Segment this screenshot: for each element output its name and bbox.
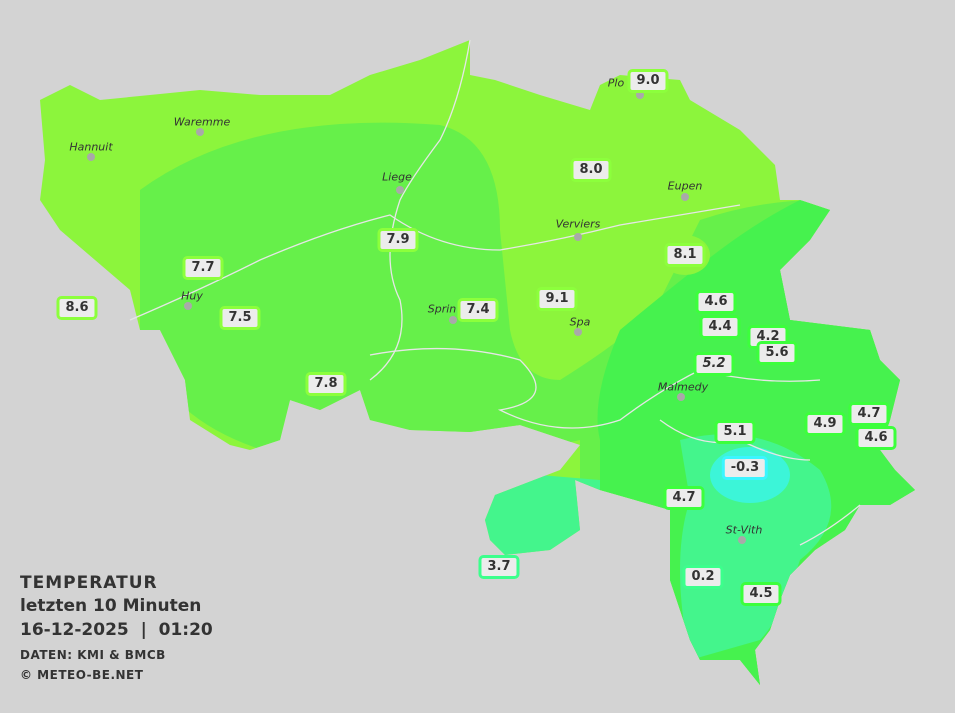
rivers-borders [129, 39, 861, 546]
map-legend: TEMPERATUR letzten 10 Minuten 16-12-2025… [20, 572, 213, 685]
city-label-huy: Huy [181, 289, 203, 303]
station-value: 4.7 [848, 402, 890, 426]
city-label-st-vith: St-Vith [725, 523, 763, 537]
station-value: 4.4 [699, 315, 741, 339]
city-label-malmedy: Malmedy [657, 380, 709, 394]
city-dot [196, 128, 204, 136]
city-label-sprin: Sprin [427, 302, 457, 316]
station-value: 4.6 [855, 426, 897, 450]
station-value: 5.6 [756, 341, 798, 365]
city-dot [677, 393, 685, 401]
city-label-liege: Liege [382, 170, 412, 184]
station-value: 7.9 [377, 228, 419, 252]
station-value: 5.2 [693, 352, 735, 376]
city-dot [396, 186, 404, 194]
station-value: 4.6 [695, 290, 737, 314]
station-value: -0.3 [721, 456, 769, 480]
city-label-spa: Spa [569, 315, 591, 329]
station-value: 3.7 [478, 555, 520, 579]
legend-datetime: 16-12-2025 | 01:20 [20, 620, 213, 640]
station-value: 8.6 [56, 296, 98, 320]
station-value: 0.2 [682, 565, 724, 589]
city-label-waremme: Waremme [173, 115, 231, 129]
station-value: 4.5 [740, 582, 782, 606]
station-value: 7.8 [305, 372, 347, 396]
city-dot [738, 536, 746, 544]
station-value: 5.1 [714, 420, 756, 444]
station-value: 9.1 [536, 287, 578, 311]
city-dot [636, 91, 644, 99]
city-label-hannuit: Hannuit [69, 140, 113, 154]
legend-source: DATEN: KMI & BMCB [20, 648, 166, 662]
station-value: 8.1 [664, 243, 706, 267]
city-label-plo: Plo [607, 76, 625, 90]
station-value: 4.7 [663, 486, 705, 510]
station-value: 7.5 [219, 306, 261, 330]
city-dot [87, 153, 95, 161]
city-label-verviers: Verviers [555, 217, 601, 231]
legend-copyright: © METEO-BE.NET [20, 668, 144, 682]
city-dot [574, 233, 582, 241]
station-value: 7.7 [182, 256, 224, 280]
station-value: 7.4 [457, 298, 499, 322]
city-label-eupen: Eupen [667, 179, 703, 193]
station-value: 9.0 [627, 69, 669, 93]
city-dot [184, 302, 192, 310]
station-value: 8.0 [570, 158, 612, 182]
city-dot [681, 193, 689, 201]
legend-title: TEMPERATUR [20, 573, 158, 593]
legend-subtitle: letzten 10 Minuten [20, 596, 202, 616]
station-value: 4.9 [804, 412, 846, 436]
city-dot [449, 316, 457, 324]
city-dot [574, 328, 582, 336]
